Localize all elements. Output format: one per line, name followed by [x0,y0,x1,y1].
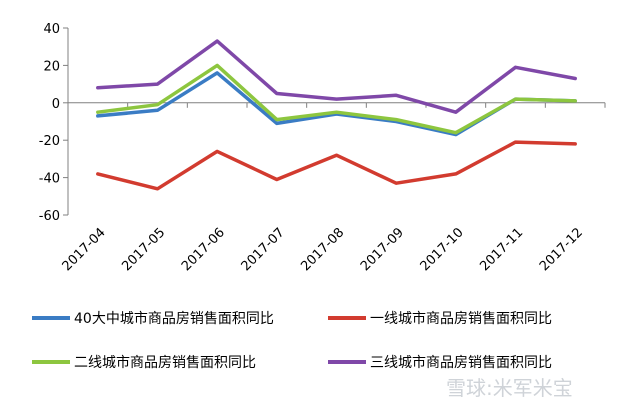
series-line-2 [96,140,577,191]
x-tick-label: 2017-11 [477,225,526,274]
x-tick-label: 2017-10 [418,225,467,274]
legend-label-2: 一线城市商品房销售面积同比 [370,310,552,327]
y-tick-label: 0 [52,97,60,112]
x-tick-label: 2017-07 [239,225,288,274]
series-lines [96,39,577,191]
x-tick-label: 2017-09 [358,225,407,274]
series-line-1 [96,71,577,137]
series-line-3 [96,63,577,135]
x-tick-label: 2017-08 [298,225,347,274]
y-tick-label: 20 [43,59,60,74]
x-tick-label: 2017-05 [119,225,168,274]
legend: 40大中城市商品房销售面积同比 一线城市商品房销售面积同比二线城市商品房销售面积同… [32,310,552,371]
y-tick-label: -40 [39,172,60,187]
x-tick-label: 2017-04 [60,225,109,274]
legend-label-3: 二线城市商品房销售面积同比 [74,354,256,371]
x-axis-ticks: 2017-04 2017-05 2017-06 2017-07 2017-08 2017-… [60,102,606,274]
legend-label-4: 三线城市商品房销售面积同比 [370,354,552,371]
x-tick-label: 2017-06 [179,225,228,274]
x-tick-label: 2017-12 [537,225,586,274]
legend-label-1: 40大中城市商品房销售面积同比 [74,310,274,327]
watermark: 雪球:米军米宝 [446,376,573,400]
y-axis-ticks: 40 20 0 -20 -40 -60 [39,22,68,224]
y-tick-label: -20 [39,134,60,149]
y-tick-label: -60 [39,209,60,224]
y-tick-label: 40 [43,22,60,37]
series-line-4 [96,39,577,114]
